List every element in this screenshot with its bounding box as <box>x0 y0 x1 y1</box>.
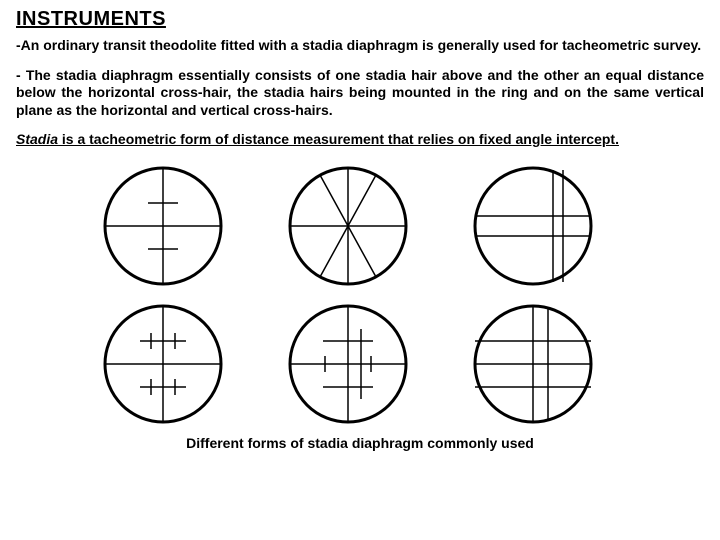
diagram-caption: Different forms of stadia diaphragm comm… <box>16 435 704 451</box>
diagram-5 <box>283 299 438 429</box>
paragraph-2: - The stadia diaphragm essentially consi… <box>16 67 704 120</box>
diagram-4 <box>98 299 253 429</box>
diagram-1 <box>98 161 253 291</box>
paragraph-3-lead: Stadia <box>16 131 58 147</box>
page-heading: INSTRUMENTS <box>16 8 704 31</box>
diagram-area <box>16 161 704 429</box>
diagram-6 <box>468 299 623 429</box>
diagram-3 <box>468 161 623 291</box>
paragraph-3: Stadia is a tacheometric form of distanc… <box>16 131 704 149</box>
diagram-grid <box>98 161 623 429</box>
paragraph-1: -An ordinary transit theodolite fitted w… <box>16 37 704 55</box>
diagram-2 <box>283 161 438 291</box>
paragraph-3-rest: is a tacheometric form of distance measu… <box>58 131 619 147</box>
